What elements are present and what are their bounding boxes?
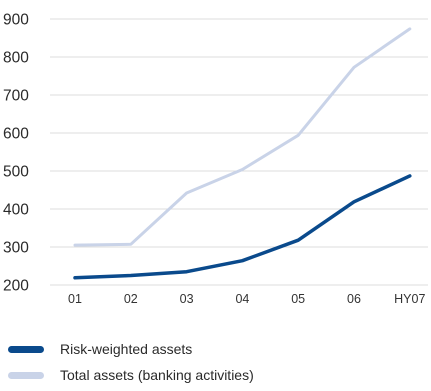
legend-swatch-total-assets [8,371,44,379]
legend-label-total-assets: Total assets (banking activities) [60,367,254,383]
y-tick-label-300: 300 [3,240,29,257]
gridlines [50,18,428,286]
x-tick-label-01: 01 [68,292,82,306]
legend: Risk-weighted assets Total assets (banki… [8,339,254,391]
x-tick-label-04: 04 [235,292,249,306]
x-tick-label-06: 06 [347,292,361,306]
x-tick-label-02: 02 [124,292,138,306]
y-tick-label-500: 500 [3,164,29,181]
y-tick-label-900: 900 [3,12,29,29]
series-line-risk-weighted-assets [73,174,412,280]
legend-item-risk-weighted-assets: Risk-weighted assets [8,339,254,359]
series-line-total-assets [73,27,412,247]
y-tick-label-600: 600 [3,126,29,143]
y-tick-label-800: 800 [3,50,29,67]
y-tick-label-400: 400 [3,202,29,219]
x-axis-tick-labels: 01 02 03 04 05 06 HY07 [68,292,425,306]
series-lines [73,27,412,280]
legend-swatch-risk-weighted-assets [8,345,44,353]
x-tick-label-03: 03 [180,292,194,306]
y-tick-label-200: 200 [3,278,29,295]
y-tick-label-700: 700 [3,88,29,105]
line-chart: 200 300 400 500 600 700 800 900 01 02 03 04 05 06 HY0… [3,12,428,306]
legend-label-risk-weighted-assets: Risk-weighted assets [60,341,193,357]
y-axis-tick-labels: 200 300 400 500 600 700 800 900 [3,12,29,295]
legend-item-total-assets: Total assets (banking activities) [8,365,254,385]
x-tick-label-HY07: HY07 [394,292,425,306]
x-tick-label-05: 05 [291,292,305,306]
